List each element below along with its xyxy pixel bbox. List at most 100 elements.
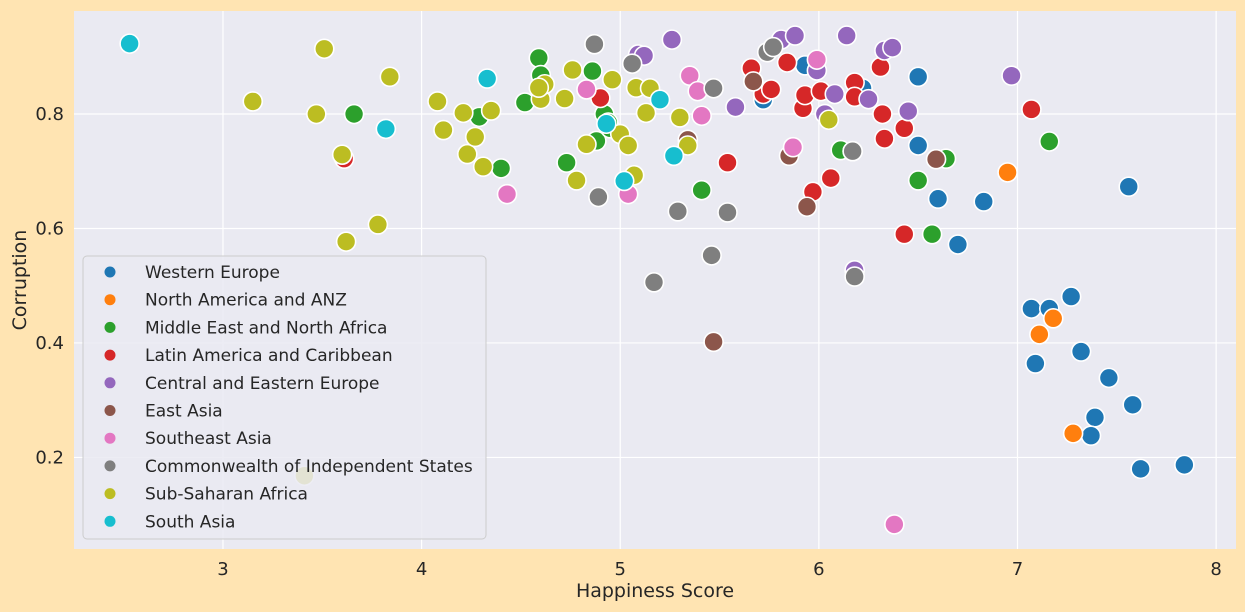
data-point xyxy=(1025,353,1046,374)
data-point xyxy=(1084,407,1106,428)
data-point xyxy=(743,71,764,92)
legend-marker xyxy=(104,377,116,389)
data-point xyxy=(663,145,685,167)
legend-marker xyxy=(104,515,116,527)
data-point xyxy=(496,183,518,205)
data-point xyxy=(613,170,635,192)
data-point xyxy=(927,188,949,210)
legend-marker xyxy=(104,294,116,306)
data-point xyxy=(556,152,577,173)
data-point xyxy=(649,89,671,111)
data-point xyxy=(566,170,587,191)
series-1 xyxy=(997,162,1084,444)
data-point xyxy=(1042,308,1064,329)
data-point xyxy=(617,135,639,156)
data-point xyxy=(806,49,828,70)
y-axis-label: Corruption xyxy=(9,230,31,331)
data-point xyxy=(242,91,264,112)
legend-label: Southeast Asia xyxy=(145,429,272,449)
data-point xyxy=(703,77,724,99)
data-point xyxy=(921,223,943,245)
data-point xyxy=(667,201,689,222)
y-tick-labels: 0.2 0.4 0.6 0.8 xyxy=(35,104,64,468)
data-point xyxy=(893,223,915,245)
data-point xyxy=(335,231,357,252)
data-point xyxy=(528,77,550,98)
legend-marker xyxy=(104,349,116,361)
data-point xyxy=(824,83,846,105)
data-point xyxy=(582,60,603,82)
legend-label: Middle East and North Africa xyxy=(145,318,387,338)
data-point xyxy=(703,331,724,353)
legend-label: Latin America and Caribbean xyxy=(145,346,393,366)
data-point xyxy=(907,170,929,191)
data-point xyxy=(691,179,712,201)
data-point xyxy=(820,167,842,189)
legend-label: Sub-Saharan Africa xyxy=(145,485,308,505)
data-point xyxy=(907,135,929,156)
data-point xyxy=(884,514,905,535)
data-point xyxy=(997,162,1018,183)
data-point xyxy=(669,107,691,128)
data-point xyxy=(1174,454,1195,476)
data-point xyxy=(379,66,401,88)
data-point xyxy=(776,52,798,73)
data-point xyxy=(907,66,929,88)
legend-marker xyxy=(104,405,116,416)
y-tick-label: 0.8 xyxy=(35,104,64,125)
data-point xyxy=(433,119,454,141)
data-point xyxy=(691,105,712,127)
data-point xyxy=(576,134,597,155)
data-point xyxy=(1062,423,1084,444)
data-point xyxy=(588,186,609,208)
data-point xyxy=(464,126,486,148)
data-point xyxy=(796,196,818,218)
data-point xyxy=(375,118,397,140)
data-point xyxy=(1080,425,1102,446)
legend-label: Central and Eastern Europe xyxy=(145,374,379,394)
legend-box xyxy=(82,255,487,540)
series-7 xyxy=(584,33,865,293)
data-point xyxy=(701,245,722,266)
data-point xyxy=(584,33,605,55)
data-point xyxy=(973,191,995,212)
data-point xyxy=(874,128,895,149)
data-point xyxy=(554,88,575,109)
data-point xyxy=(596,113,617,135)
data-point xyxy=(456,143,478,165)
data-point xyxy=(1060,286,1082,307)
legend: Western Europe North America and ANZ Middl… xyxy=(82,255,487,540)
data-point xyxy=(784,25,806,46)
data-point xyxy=(1001,65,1022,86)
data-points xyxy=(119,25,1195,535)
legend-marker xyxy=(104,488,116,500)
y-tick-label: 0.4 xyxy=(35,333,64,354)
series-3 xyxy=(333,52,1042,245)
data-point xyxy=(836,25,857,46)
x-axis-label: Happiness Score xyxy=(576,580,734,602)
data-point xyxy=(782,136,804,158)
data-point xyxy=(313,38,335,60)
data-point xyxy=(762,36,784,58)
data-point xyxy=(576,79,597,100)
legend-marker xyxy=(104,266,116,278)
x-tick-label: 5 xyxy=(615,559,626,580)
data-point xyxy=(621,53,643,74)
y-tick-label: 0.2 xyxy=(35,447,64,468)
y-tick-label: 0.6 xyxy=(35,218,64,239)
data-point xyxy=(480,100,502,121)
data-point xyxy=(844,266,865,287)
data-point xyxy=(119,33,140,54)
data-point xyxy=(818,109,840,131)
data-point xyxy=(842,140,863,162)
data-point xyxy=(870,56,891,78)
data-point xyxy=(893,118,915,139)
data-point xyxy=(760,79,782,100)
data-point xyxy=(562,59,583,81)
data-point xyxy=(717,152,738,173)
data-point xyxy=(472,156,494,177)
data-point xyxy=(882,37,903,58)
data-point xyxy=(1021,99,1042,120)
x-tick-label: 6 xyxy=(813,559,824,580)
legend-marker xyxy=(104,460,116,472)
